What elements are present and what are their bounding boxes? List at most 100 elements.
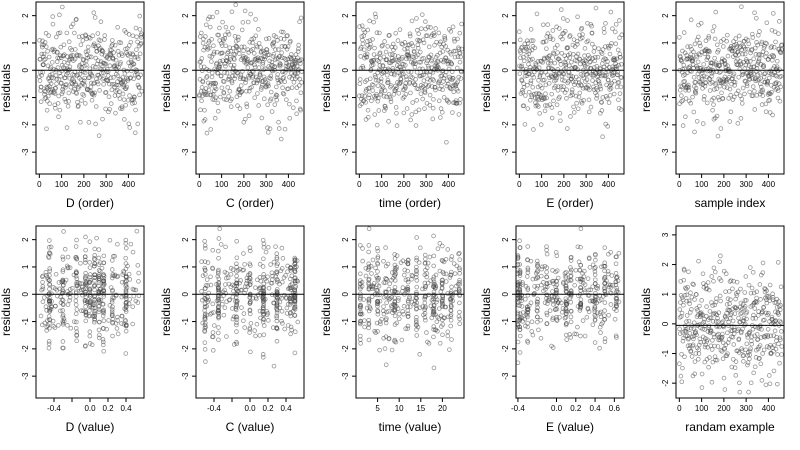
residual-point [133,130,138,136]
y-tick-label: -1 [501,317,510,325]
residual-point [243,61,249,66]
residual-point [418,91,424,97]
residual-point [199,289,204,294]
residual-point [528,78,534,84]
residual-point [712,55,717,61]
residual-point [89,73,95,79]
residual-point [543,91,548,96]
residual-point [613,282,619,288]
residual-point [380,42,385,48]
residual-point [739,101,745,106]
residual-point [543,39,549,44]
residual-point [427,92,433,98]
residual-point [737,66,743,72]
residual-point [51,67,57,72]
residual-point [87,333,93,339]
residual-point [608,85,614,91]
residual-point [286,101,292,107]
residual-point [226,94,231,99]
residual-point [576,77,581,82]
residual-point [779,329,784,334]
residual-point [100,337,106,342]
residual-point [295,49,301,54]
residual-point [562,315,568,321]
residual-point [123,288,129,294]
residual-point [597,81,602,87]
residual-point [457,321,462,326]
residual-point [251,69,256,74]
residual-point [72,30,77,36]
residual-point [270,44,276,49]
residual-point [363,100,368,105]
residual-point [100,301,106,307]
residual-point [359,23,365,29]
residual-point [113,293,119,298]
residual-point [361,297,366,302]
residual-point [109,267,115,272]
residual-point [366,280,371,286]
residual-point [708,315,714,321]
residual-point [542,77,547,83]
residual-point [587,265,593,270]
residual-point [387,52,393,57]
residual-point [136,270,141,276]
residual-point [62,96,68,102]
residual-point [131,287,137,293]
residual-point [770,11,776,16]
residual-point [60,269,66,274]
residual-point [292,258,298,263]
residual-point [360,41,366,47]
residual-point [420,96,426,102]
residual-point [77,53,83,59]
residual-point [425,260,431,266]
residual-point [218,94,223,100]
residual-point [748,265,753,270]
residual-point [274,318,280,324]
residual-point [414,315,419,320]
residual-point [457,280,462,285]
residual-point [58,294,63,300]
residual-point [733,373,739,378]
residual-point [449,254,455,259]
residual-point [133,107,138,113]
x-tick-label: 0.4 [120,404,132,413]
residual-point [416,31,422,37]
residual-point [414,300,420,306]
residual-point [70,21,76,27]
residual-point [375,98,381,104]
y-tick-label: -1 [341,317,350,325]
x-tick-label: 300 [259,180,273,189]
residual-point [709,300,714,305]
residual-point [96,307,102,312]
residual-point [392,337,398,343]
residual-point [247,325,253,331]
residual-point [358,45,364,50]
residual-point [600,134,605,140]
residual-point [688,100,694,106]
residual-point [247,40,253,45]
residual-point [49,299,54,304]
residual-point [773,39,778,45]
residual-point [264,47,270,53]
residual-point [211,43,216,49]
residual-point [416,260,422,265]
residual-point [112,93,118,98]
residual-point [745,353,750,358]
residual-point [529,329,534,334]
residual-point [435,314,440,320]
y-tick-label: 0 [341,291,350,296]
residual-point [406,53,412,59]
residual-point [372,11,378,17]
residual-point [568,335,574,340]
x-axis-label: D (value) [66,420,115,434]
y-tick-label: -3 [181,372,190,380]
residual-point [92,287,97,293]
residual-point [248,248,253,254]
residual-point [557,94,562,100]
residual-point [750,76,755,81]
residual-point [518,50,523,55]
residual-point [271,259,277,265]
